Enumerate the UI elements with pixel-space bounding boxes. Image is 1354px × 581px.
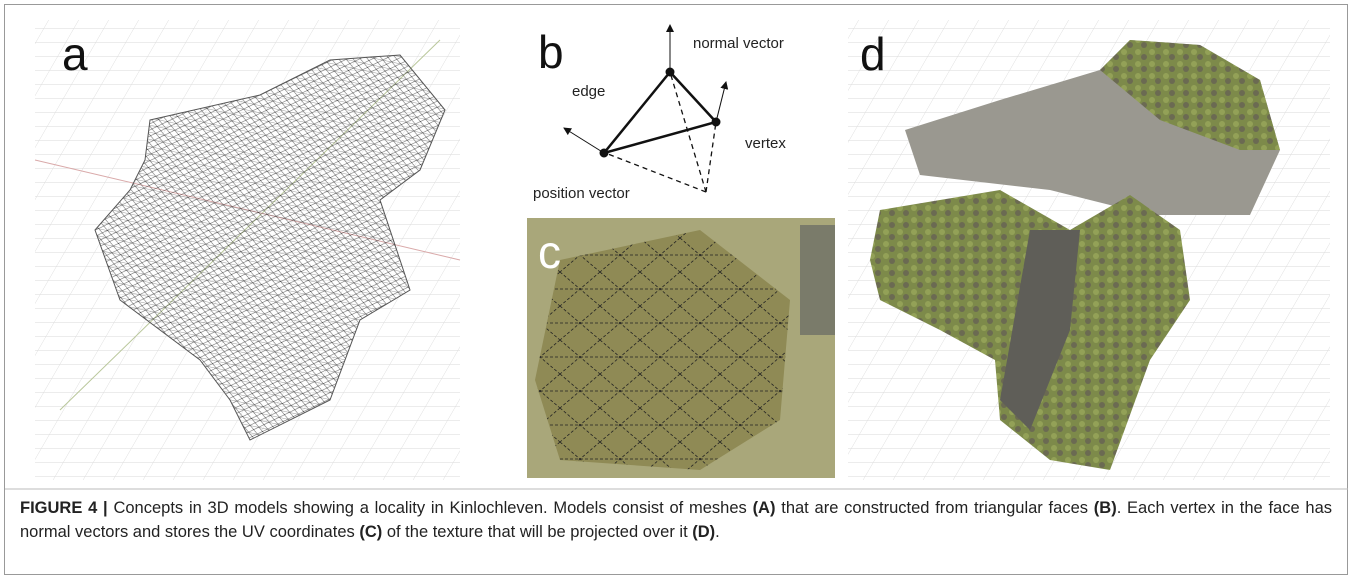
caption-label: FIGURE 4 |	[20, 499, 108, 517]
diagram-label: edge	[572, 83, 605, 100]
caption: FIGURE 4 | Concepts in 3D models showing…	[20, 496, 1332, 544]
figure-panels: a b normal vector edge vertex position v…	[0, 0, 1354, 490]
diagram-label: vertex	[745, 135, 786, 152]
panel-label: d	[860, 28, 886, 80]
panel-label: b	[538, 26, 564, 78]
panel-label: a	[62, 28, 88, 80]
panel-d: d	[848, 20, 1330, 480]
panel-reference: (D)	[692, 523, 715, 541]
diagram-label: normal vector	[693, 35, 784, 52]
panel-reference: (A)	[753, 499, 776, 517]
panel-c: c	[527, 218, 835, 478]
panel-reference: (C)	[359, 523, 382, 541]
caption-text: of the texture that will be projected ov…	[382, 523, 692, 541]
panel-label: c	[538, 226, 561, 278]
caption-text: that are constructed from triangular fac…	[775, 499, 1093, 517]
caption-text: Concepts in 3D models showing a locality…	[108, 499, 753, 517]
caption-text: .	[715, 523, 720, 541]
panel-a: a	[35, 20, 460, 480]
diagram-label: position vector	[533, 185, 630, 202]
panel-reference: (B)	[1094, 499, 1117, 517]
